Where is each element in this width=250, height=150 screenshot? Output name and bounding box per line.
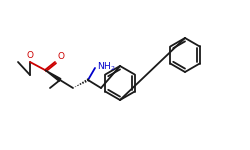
Text: NH$_2$: NH$_2$ xyxy=(97,61,116,73)
Polygon shape xyxy=(45,70,61,81)
Text: O: O xyxy=(26,51,34,60)
Text: O: O xyxy=(57,52,64,61)
